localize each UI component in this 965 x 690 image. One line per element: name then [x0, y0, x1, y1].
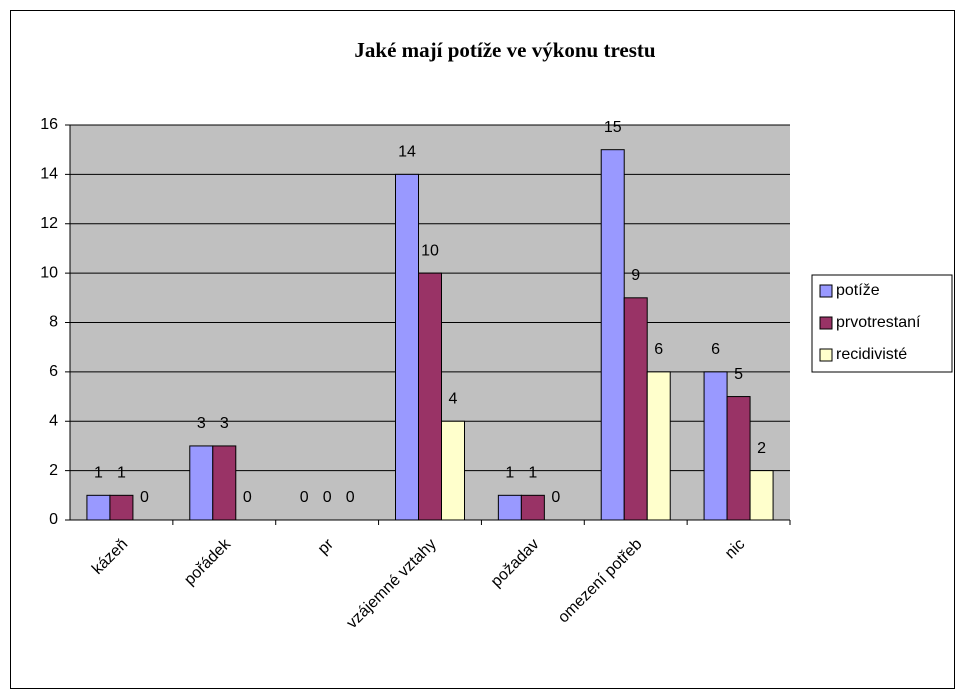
chart-title: Jaké mají potíže ve výkonu trestu	[354, 38, 655, 62]
legend-label: recidivisté	[836, 346, 907, 363]
data-label: 14	[398, 144, 416, 161]
data-label: 0	[551, 489, 560, 506]
data-label: 9	[631, 267, 640, 284]
data-label: 0	[140, 489, 149, 506]
data-label: 0	[323, 489, 332, 506]
y-tick-label: 8	[49, 314, 58, 331]
data-label: 4	[449, 390, 458, 407]
legend	[811, 274, 953, 373]
bar	[109, 494, 134, 521]
bar	[703, 371, 728, 521]
bar	[520, 494, 545, 521]
data-label: 3	[220, 415, 229, 432]
legend-swatch	[819, 316, 833, 330]
bar	[441, 420, 465, 521]
bar	[86, 494, 111, 521]
data-label: 1	[94, 465, 103, 482]
bar	[749, 470, 774, 521]
data-label: 1	[528, 465, 537, 482]
bar	[646, 371, 671, 521]
bar	[600, 149, 625, 521]
y-tick-label: 16	[40, 116, 58, 133]
data-label: 15	[604, 119, 622, 136]
legend-swatch	[819, 348, 833, 362]
y-tick-label: 6	[49, 363, 58, 380]
bar	[418, 272, 442, 521]
y-tick-label: 0	[49, 511, 58, 528]
data-label: 6	[654, 341, 663, 358]
data-label: 0	[300, 489, 309, 506]
data-label: 2	[757, 440, 766, 457]
y-tick-label: 14	[40, 166, 58, 183]
data-label: 1	[117, 465, 126, 482]
data-label: 3	[197, 415, 206, 432]
legend-swatch	[819, 284, 833, 298]
data-label: 0	[243, 489, 252, 506]
bar	[189, 445, 214, 521]
bar	[497, 494, 522, 521]
bar	[395, 173, 419, 521]
bar	[726, 396, 751, 521]
legend-label: prvotrestaní	[836, 314, 921, 331]
y-tick-label: 10	[40, 264, 58, 281]
legend-label: potíže	[836, 282, 880, 299]
data-label: 0	[346, 489, 355, 506]
data-label: 1	[505, 465, 514, 482]
y-tick-label: 2	[49, 462, 58, 479]
y-tick-label: 12	[40, 215, 58, 232]
data-label: 6	[711, 341, 720, 358]
data-label: 5	[734, 366, 743, 383]
y-tick-label: 4	[49, 412, 58, 429]
data-label: 10	[421, 242, 439, 259]
bar	[212, 445, 237, 521]
bar	[623, 297, 648, 521]
